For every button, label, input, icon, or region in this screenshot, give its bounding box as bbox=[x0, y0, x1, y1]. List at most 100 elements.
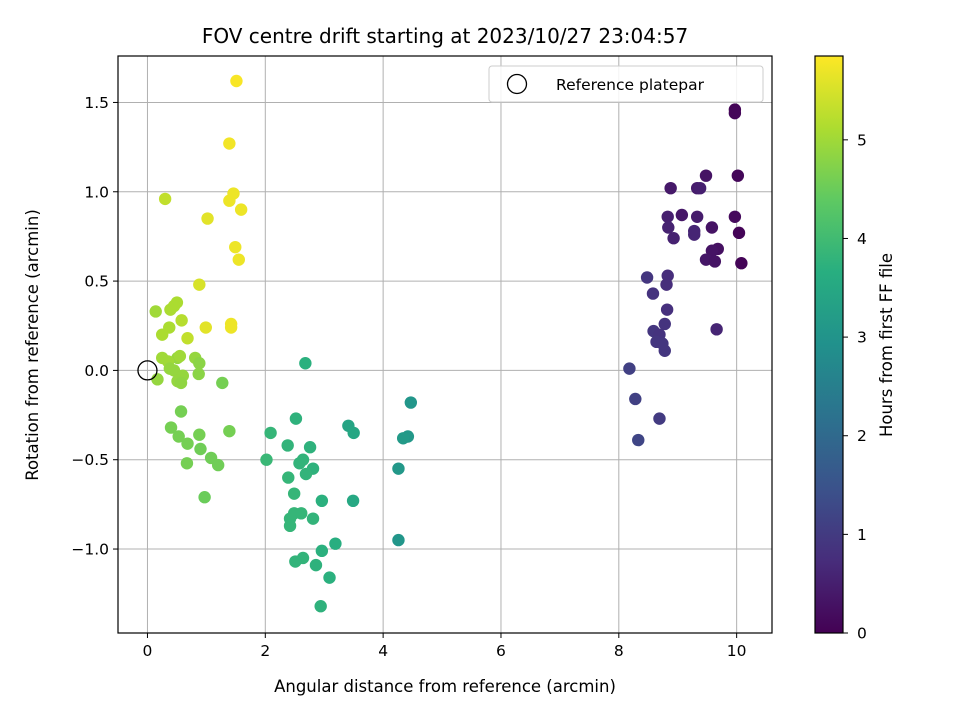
data-point bbox=[623, 362, 636, 375]
data-point bbox=[710, 323, 723, 336]
data-point bbox=[315, 494, 329, 508]
data-point bbox=[329, 537, 342, 550]
y-tick-label: 1.0 bbox=[84, 183, 109, 201]
data-point bbox=[172, 430, 185, 443]
data-point bbox=[293, 457, 306, 470]
data-point bbox=[175, 314, 188, 327]
data-point bbox=[164, 303, 177, 316]
data-point bbox=[264, 426, 277, 440]
data-point bbox=[199, 321, 212, 334]
data-point bbox=[181, 437, 194, 450]
data-point bbox=[728, 210, 742, 223]
data-point bbox=[193, 428, 206, 441]
reference-platepar-marker bbox=[137, 360, 158, 381]
data-point bbox=[662, 221, 675, 234]
data-point bbox=[158, 192, 172, 206]
data-point bbox=[632, 433, 645, 447]
data-point bbox=[155, 328, 169, 341]
x-tick-label: 8 bbox=[614, 642, 624, 660]
y-tick-label: 0.0 bbox=[84, 362, 109, 380]
y-tick-label: 0.5 bbox=[84, 273, 109, 291]
data-point bbox=[287, 487, 301, 500]
colorbar-tick-label: 3 bbox=[857, 329, 867, 347]
data-point bbox=[260, 453, 273, 466]
data-point bbox=[347, 426, 360, 440]
data-point bbox=[232, 253, 245, 266]
colorbar-label: Hours from first FF file bbox=[877, 253, 896, 437]
data-point bbox=[289, 555, 302, 568]
data-point bbox=[392, 533, 405, 547]
data-point bbox=[346, 494, 360, 508]
data-point bbox=[660, 278, 673, 291]
data-point bbox=[174, 405, 188, 418]
data-point bbox=[216, 376, 229, 390]
grid bbox=[118, 56, 772, 633]
data-point bbox=[289, 412, 303, 425]
data-point bbox=[396, 432, 410, 445]
colorbar-tick-label: 5 bbox=[857, 131, 867, 149]
y-tick-label: −1.0 bbox=[71, 541, 109, 559]
data-point bbox=[629, 392, 642, 406]
data-point bbox=[299, 467, 313, 481]
data-point bbox=[315, 544, 329, 558]
data-point bbox=[640, 271, 654, 284]
data-point bbox=[194, 442, 207, 456]
data-point bbox=[728, 106, 742, 120]
y-tick-label: 1.5 bbox=[84, 94, 109, 112]
x-axis-label: Angular distance from reference (arcmin) bbox=[274, 677, 616, 696]
data-point bbox=[658, 317, 671, 331]
data-point bbox=[690, 210, 704, 223]
data-point bbox=[708, 255, 722, 268]
data-point bbox=[667, 232, 680, 245]
data-point bbox=[675, 208, 689, 222]
data-point bbox=[735, 257, 748, 270]
data-point bbox=[173, 349, 187, 363]
data-point bbox=[230, 74, 243, 88]
data-point bbox=[303, 441, 317, 454]
data-point bbox=[151, 373, 164, 386]
data-point bbox=[309, 558, 323, 572]
colorbar-ticks: 0 1 2 3 4 5 bbox=[843, 131, 867, 643]
data-point bbox=[180, 457, 194, 470]
data-point bbox=[688, 228, 701, 241]
plot-frame bbox=[117, 55, 773, 634]
data-point bbox=[731, 169, 745, 182]
data-point bbox=[646, 287, 660, 300]
chart-title: FOV centre drift starting at 2023/10/27 … bbox=[202, 24, 688, 48]
data-point bbox=[282, 471, 295, 484]
data-point bbox=[234, 203, 248, 216]
legend-entry-reference-platepar: Reference platepar bbox=[556, 76, 705, 94]
colorbar-tick-label: 4 bbox=[857, 230, 867, 248]
colorbar-tick-label: 0 bbox=[857, 625, 867, 643]
y-axis-label: Rotation from reference (arcmin) bbox=[23, 209, 42, 481]
data-point bbox=[693, 181, 707, 195]
colorbar-gradient bbox=[814, 55, 844, 634]
data-point bbox=[314, 600, 327, 613]
data-points bbox=[149, 74, 748, 613]
legend-marker-icon bbox=[506, 73, 528, 95]
data-point bbox=[229, 240, 242, 254]
x-tick-label: 2 bbox=[260, 642, 270, 660]
data-point bbox=[732, 226, 746, 240]
data-point bbox=[281, 439, 294, 452]
colorbar-tick-label: 2 bbox=[857, 427, 867, 445]
y-axis-ticks: −1.0 −0.5 0.0 0.5 1.0 1.5 bbox=[71, 94, 118, 559]
data-point bbox=[306, 512, 320, 525]
data-point bbox=[224, 321, 238, 334]
reference-point bbox=[137, 360, 158, 381]
data-point bbox=[323, 571, 336, 584]
x-tick-label: 0 bbox=[143, 642, 153, 660]
x-axis-ticks: 0 2 4 6 8 10 bbox=[143, 633, 747, 660]
data-point bbox=[174, 376, 188, 390]
data-point bbox=[295, 507, 308, 520]
data-point bbox=[660, 303, 674, 316]
data-point bbox=[192, 367, 205, 381]
legend-box bbox=[488, 65, 764, 103]
data-point bbox=[699, 169, 713, 182]
data-point bbox=[181, 332, 194, 345]
data-point bbox=[664, 181, 677, 195]
data-point bbox=[223, 137, 236, 150]
data-point bbox=[223, 424, 236, 438]
data-point bbox=[164, 421, 178, 434]
